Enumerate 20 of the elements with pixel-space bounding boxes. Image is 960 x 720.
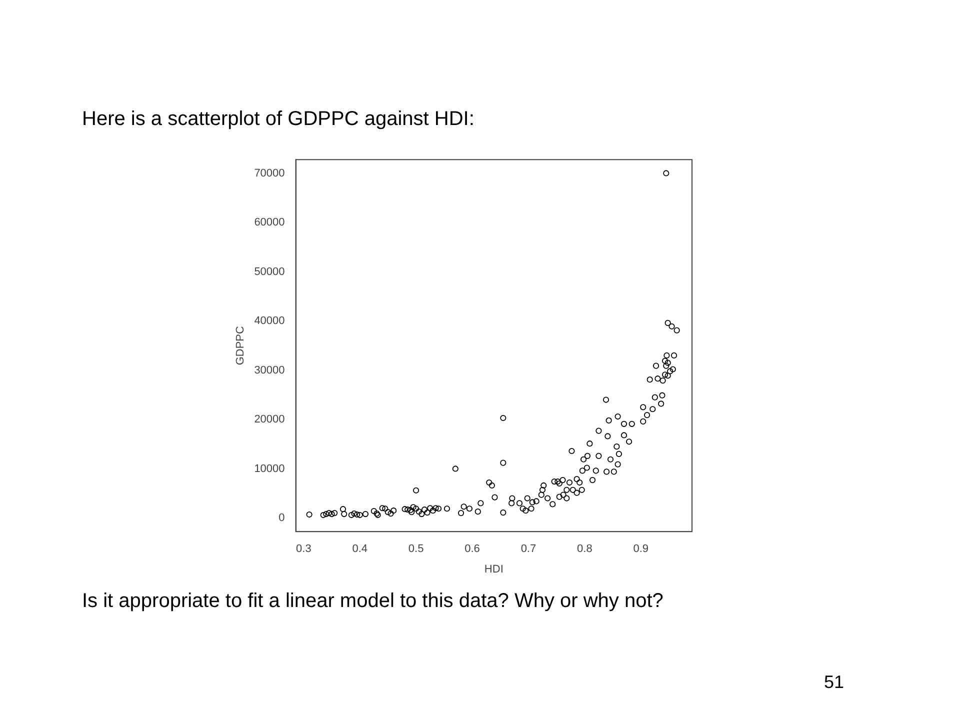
y-tick-label: 40000: [254, 315, 285, 328]
y-tick-label: 20000: [254, 414, 285, 426]
chart-title: Here is a scatterplot of GDPPC against HDI:: [82, 108, 474, 131]
y-axis-title: GDPPC: [234, 326, 247, 366]
text: 51: [824, 672, 844, 693]
x-axis-title: HDI: [484, 563, 504, 576]
y-tick-label: 60000: [254, 216, 285, 229]
y-tick-label: 10000: [254, 462, 285, 475]
text: Is it appropriate to fit a linear model to this data? Why or why not?: [82, 590, 664, 613]
x-tick-label: 0.6: [464, 543, 480, 556]
x-tick-label: 0.4: [352, 543, 368, 556]
y-tick-label: 30000: [254, 364, 285, 376]
y-tick-label: 70000: [254, 167, 285, 180]
x-tick-label: 0.5: [408, 543, 424, 556]
x-tick-label: 0.8: [577, 543, 592, 556]
y-tick-label: 50000: [254, 266, 285, 278]
x-tick-label: 0.3: [296, 543, 312, 556]
x-tick-label: 0.9: [633, 543, 649, 556]
x-tick-label: 0.7: [520, 543, 536, 556]
y-tick-label: 0: [278, 512, 285, 524]
